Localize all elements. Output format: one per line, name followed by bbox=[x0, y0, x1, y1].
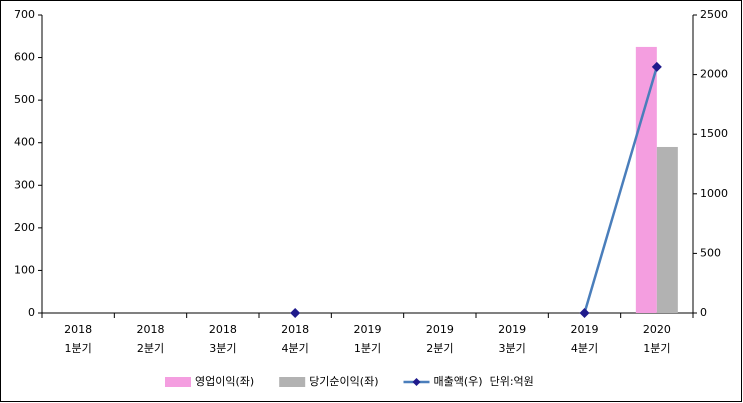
line bbox=[583, 66, 659, 314]
legend-swatch bbox=[165, 377, 191, 387]
y2-tick-label: 1500 bbox=[700, 127, 728, 140]
y2-tick-label: 2500 bbox=[700, 8, 728, 21]
y2-tick-label: 1000 bbox=[700, 187, 728, 200]
y-tick-label: 100 bbox=[14, 263, 35, 276]
x-tick-label: 3분기 bbox=[209, 342, 236, 355]
y-tick-label: 200 bbox=[14, 221, 35, 234]
marker bbox=[290, 308, 301, 318]
y-tick-label: 0 bbox=[28, 306, 35, 319]
x-tick-label: 2분기 bbox=[426, 342, 453, 355]
x-tick-label: 1분기 bbox=[65, 342, 92, 355]
legend-label: 매출액(우) bbox=[434, 375, 483, 388]
legend-label: 당기순이익(좌) bbox=[309, 375, 378, 388]
y-tick-label: 300 bbox=[14, 178, 35, 191]
y-tick-label: 700 bbox=[14, 8, 35, 21]
x-tick-label: 4분기 bbox=[282, 342, 309, 355]
legend-swatch bbox=[279, 377, 306, 387]
x-tick-label: 2018 bbox=[281, 323, 309, 336]
x-tick-label: 2019 bbox=[426, 323, 454, 336]
x-tick-label: 2018 bbox=[209, 323, 237, 336]
y-tick-label: 600 bbox=[14, 51, 35, 64]
x-tick-label: 2019 bbox=[571, 323, 599, 336]
bar bbox=[656, 146, 678, 313]
unit-note: 단위:억원 bbox=[490, 375, 534, 388]
legend-label: 영업이익(좌) bbox=[195, 375, 254, 388]
y2-tick-label: 500 bbox=[700, 246, 721, 259]
y-tick-label: 400 bbox=[14, 136, 35, 149]
x-tick-label: 1분기 bbox=[354, 342, 381, 355]
x-tick-label: 4분기 bbox=[571, 342, 598, 355]
marker bbox=[651, 61, 662, 72]
y2-tick-label: 2000 bbox=[700, 68, 728, 81]
x-tick-label: 1분기 bbox=[643, 342, 670, 355]
legend-marker bbox=[412, 378, 421, 386]
x-tick-label: 2020 bbox=[643, 323, 671, 336]
y-tick-label: 500 bbox=[14, 93, 35, 106]
y2-tick-label: 0 bbox=[700, 306, 707, 319]
bar bbox=[635, 46, 657, 314]
marker bbox=[579, 308, 590, 318]
x-tick-label: 3분기 bbox=[499, 342, 526, 355]
x-tick-label: 2018 bbox=[137, 323, 165, 336]
x-tick-label: 2분기 bbox=[137, 342, 164, 355]
x-tick-label: 2019 bbox=[354, 323, 382, 336]
x-tick-label: 2019 bbox=[498, 323, 526, 336]
x-tick-label: 2018 bbox=[64, 323, 92, 336]
